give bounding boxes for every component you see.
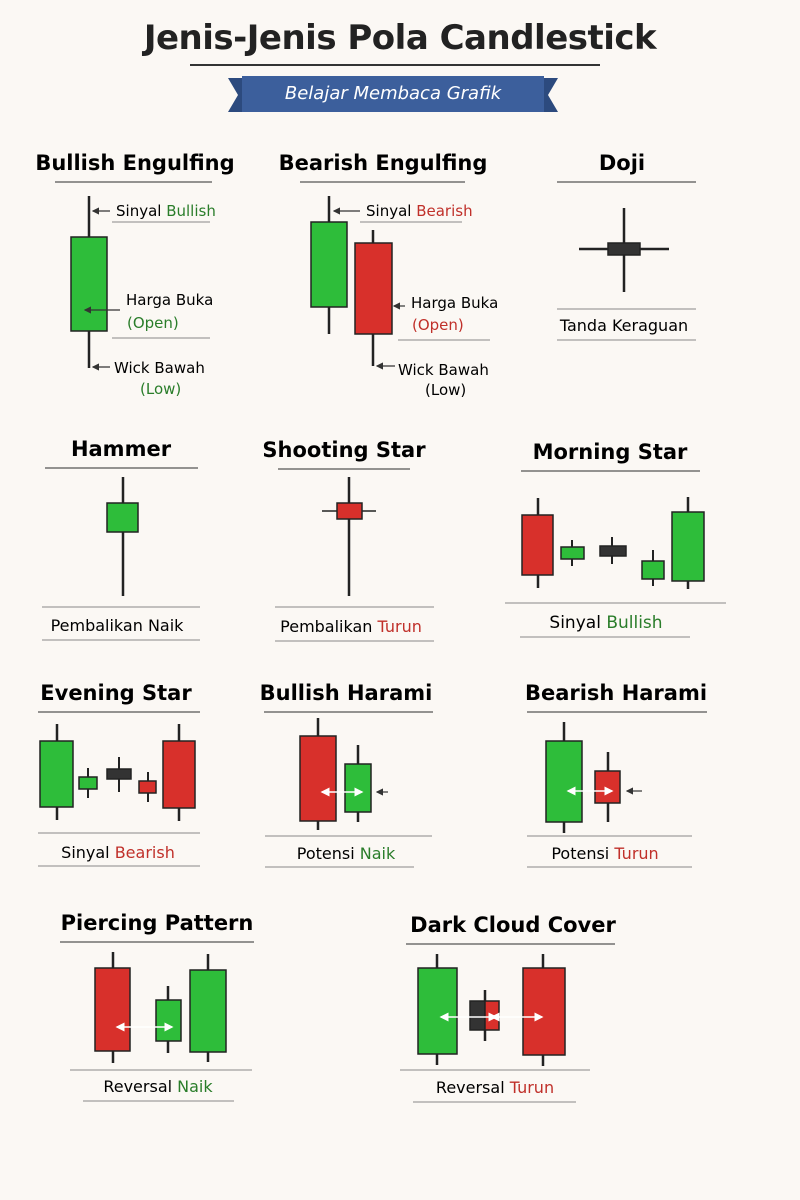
pattern-evening-star: Evening Star Sinyal Bearish (38, 681, 200, 867)
pattern-morning-star: Morning Star Sinyal Bullish (505, 440, 726, 638)
candle-green (310, 196, 348, 334)
candle-small-red (138, 772, 157, 802)
low-label: Wick Bawah (398, 361, 489, 379)
pattern-title: Bullish Engulfing (35, 151, 234, 175)
pattern-bullish-harami: Bullish Harami Potensi Naik (260, 681, 433, 868)
pattern-caption: Reversal Naik (103, 1077, 213, 1096)
pattern-title: Piercing Pattern (61, 911, 254, 935)
candle-small-black (106, 757, 132, 792)
candle-doji (579, 208, 669, 292)
pattern-title: Bearish Harami (525, 681, 707, 705)
candle-mixed (469, 990, 500, 1041)
candle-small-green (78, 768, 98, 798)
candle-green-large (545, 722, 583, 833)
pattern-caption: Potensi Turun (551, 844, 658, 863)
candle-red-large (162, 724, 196, 821)
low-sub-label: (Low) (425, 381, 466, 399)
pattern-caption: Sinyal Bearish (61, 843, 175, 862)
candle-red-large (354, 230, 393, 366)
pattern-caption: Sinyal Bullish (549, 613, 662, 633)
candle-small-green (560, 540, 585, 566)
title-underline (190, 64, 600, 66)
pattern-dark-cloud-cover: Dark Cloud Cover Reversal Turun (400, 913, 616, 1103)
pattern-piercing: Piercing Pattern Reversal Naik (60, 911, 254, 1102)
signal-label: Sinyal Bearish (366, 202, 473, 220)
candle-small-black (599, 537, 627, 564)
pattern-bullish-engulfing: Bullish Engulfing Sinyal Bullish Harga B… (35, 151, 234, 398)
candle-red-large (299, 718, 337, 830)
open-sub-label: (Open) (127, 314, 179, 332)
signal-label: Sinyal Bullish (116, 202, 216, 220)
candle-red-large (522, 954, 566, 1066)
candle-green (155, 986, 182, 1053)
pattern-title: Doji (599, 151, 645, 175)
pattern-caption: Tanda Keraguan (559, 316, 688, 335)
pattern-shooting-star: Shooting Star Pembalikan Turun (262, 438, 434, 642)
candle-shooting-star (322, 477, 376, 596)
pattern-caption: Reversal Turun (436, 1078, 554, 1097)
pattern-caption: Pembalikan Naik (51, 616, 185, 635)
subtitle-text: Belajar Membaca Grafik (284, 83, 502, 104)
pattern-title: Morning Star (533, 440, 688, 464)
pattern-title: Shooting Star (262, 438, 426, 462)
candle-red (594, 752, 621, 822)
low-sub-label: (Low) (140, 380, 181, 398)
candle-red (521, 498, 554, 588)
candle-green-large (417, 954, 458, 1065)
candle-hammer (106, 477, 139, 596)
candle-small-green (641, 550, 665, 586)
candle-green (344, 745, 372, 822)
open-sub-label: (Open) (412, 316, 464, 334)
pattern-title: Bullish Harami (260, 681, 433, 705)
pattern-caption: Potensi Naik (297, 844, 396, 863)
low-label: Wick Bawah (114, 359, 205, 377)
pattern-bearish-engulfing: Bearish Engulfing Sinyal Bearish Harga B… (279, 151, 499, 399)
open-label: Harga Buka (126, 291, 213, 309)
candle-green-large (70, 196, 108, 368)
candle-green-large (189, 954, 227, 1062)
candle-green-large (671, 497, 705, 589)
pattern-title: Bearish Engulfing (279, 151, 488, 175)
pattern-doji: Doji Tanda Keraguan (557, 151, 696, 341)
pattern-hammer: Hammer Pembalikan Naik (42, 437, 200, 641)
pattern-bearish-harami: Bearish Harami Potensi Turun (525, 681, 707, 868)
pattern-title: Hammer (71, 437, 172, 461)
pattern-title: Evening Star (40, 681, 192, 705)
candle-red-large (94, 952, 131, 1063)
pattern-title: Dark Cloud Cover (410, 913, 616, 937)
open-label: Harga Buka (411, 294, 498, 312)
candle-green-large (39, 724, 74, 820)
pattern-caption: Pembalikan Turun (280, 617, 422, 636)
page-title: Jenis-Jenis Pola Candlestick (143, 18, 657, 58)
subtitle-ribbon: Belajar Membaca Grafik (228, 76, 558, 114)
